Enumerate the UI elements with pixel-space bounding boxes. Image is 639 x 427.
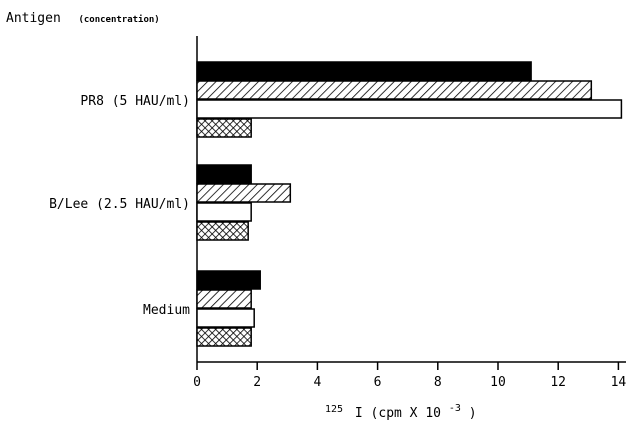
bar-solid [196,270,261,290]
x-tick-label: 2 [253,375,261,390]
x-tick-label: 12 [550,375,566,390]
bar-solid [196,164,252,184]
bar-crosshatched [196,221,249,241]
bar-open [196,99,623,119]
bar-solid [196,61,532,81]
category-label: PR8 (5 HAU/ml) [80,94,190,109]
category-label: B/Lee (2.5 HAU/ml) [49,197,190,212]
x-axis-main: I (cpm X 10 [355,406,441,421]
bar-hatched [196,183,292,203]
y-axis-note: (concentration) [78,14,159,25]
x-tick-label: 14 [611,375,627,390]
y-axis-title: Antigen (concentration) [6,7,160,26]
x-tick-label: 6 [374,375,382,390]
x-ticks: 0 2 4 6 8 10 12 14 [193,362,626,390]
bars [196,61,623,347]
x-axis-exponent: -3 [449,403,461,414]
x-tick-label: 0 [193,375,201,390]
x-tick-label: 4 [313,375,321,390]
category-labels: PR8 (5 HAU/ml) B/Lee (2.5 HAU/ml) Medium [49,94,190,318]
x-tick-label: 10 [490,375,506,390]
x-axis-title: 125 I (cpm X 10 -3 ) [325,400,477,421]
x-tick-label: 8 [434,375,442,390]
x-axis-suffix: ) [469,406,477,421]
bar-hatched [196,80,593,100]
bar-hatched [196,289,252,309]
bar-crosshatched [196,118,252,138]
bar-open [196,308,255,328]
y-axis-label: Antigen [6,11,61,26]
category-label: Medium [143,303,190,318]
bar-open [196,202,252,222]
x-axis-prefix: 125 [325,404,343,415]
bar-crosshatched [196,327,252,347]
